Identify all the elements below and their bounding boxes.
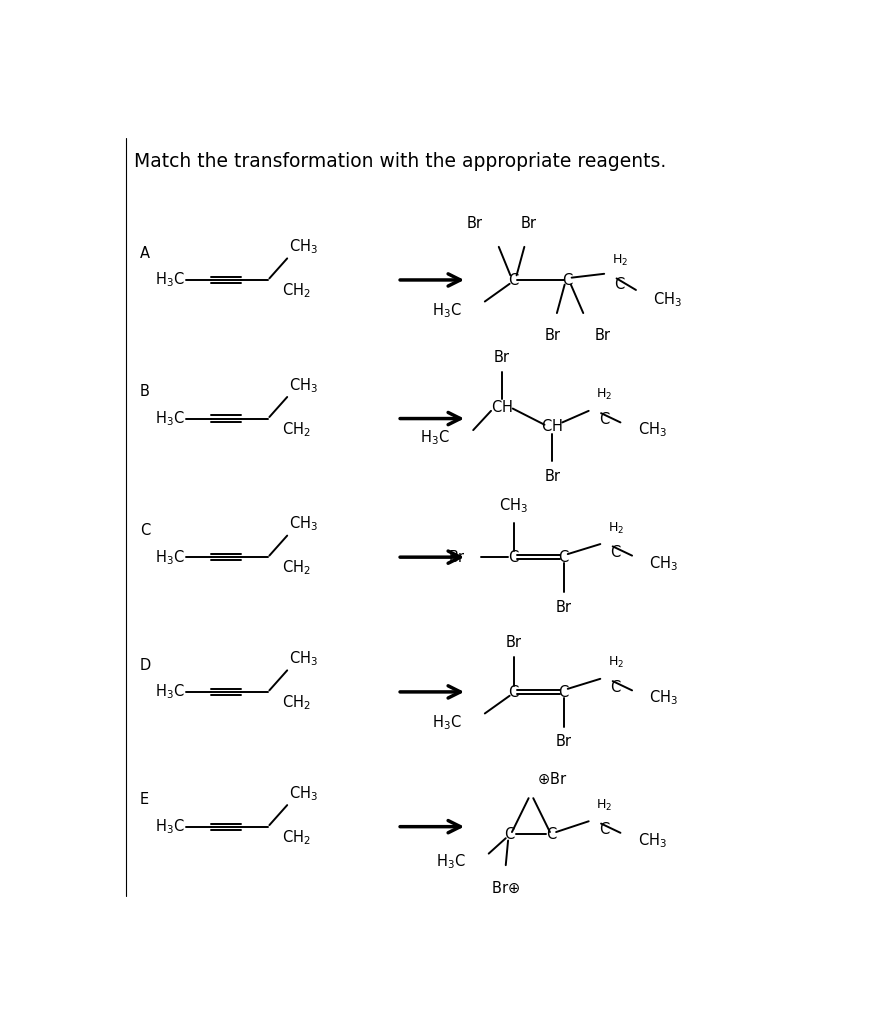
Text: A: A: [140, 246, 150, 261]
Text: $\mathsf{C}$: $\mathsf{C}$: [558, 684, 569, 700]
Text: $\mathsf{H_3C}$: $\mathsf{H_3C}$: [155, 270, 184, 290]
Text: $\mathsf{CH_3}$: $\mathsf{CH_3}$: [637, 831, 667, 850]
Text: $\mathsf{H_3C}$: $\mathsf{H_3C}$: [420, 428, 450, 447]
Text: $\mathsf{C}$: $\mathsf{C}$: [614, 276, 626, 292]
Text: Br: Br: [595, 329, 611, 343]
Text: $\mathsf{C}$: $\mathsf{C}$: [507, 272, 519, 288]
Text: Br: Br: [467, 216, 483, 231]
Text: Br: Br: [545, 469, 560, 483]
Text: $\mathsf{CH_3}$: $\mathsf{CH_3}$: [289, 515, 317, 534]
Text: $\mathsf{CH_3}$: $\mathsf{CH_3}$: [649, 689, 678, 708]
Text: B: B: [140, 384, 149, 399]
Text: $\mathsf{CH_2}$: $\mathsf{CH_2}$: [282, 420, 310, 439]
Text: $\mathsf{H_2}$: $\mathsf{H_2}$: [608, 655, 624, 671]
Text: $\mathsf{C}$: $\mathsf{C}$: [504, 826, 515, 843]
Text: $\mathsf{H_3C}$: $\mathsf{H_3C}$: [155, 683, 184, 701]
Text: $\mathsf{CH_2}$: $\mathsf{CH_2}$: [282, 693, 310, 712]
Text: $\mathsf{H_2}$: $\mathsf{H_2}$: [597, 798, 613, 813]
Text: Br: Br: [556, 599, 572, 614]
Text: $\mathsf{C}$: $\mathsf{C}$: [598, 411, 610, 427]
Text: Br: Br: [449, 550, 465, 564]
Text: $\mathsf{H_2}$: $\mathsf{H_2}$: [612, 253, 628, 267]
Text: $\mathsf{C}$: $\mathsf{C}$: [507, 549, 519, 565]
Text: $\mathsf{H_2}$: $\mathsf{H_2}$: [597, 387, 613, 402]
Text: $\mathsf{CH_3}$: $\mathsf{CH_3}$: [637, 421, 667, 439]
Text: $\mathsf{H_3C}$: $\mathsf{H_3C}$: [155, 817, 184, 836]
Text: $\mathsf{CH_3}$: $\mathsf{CH_3}$: [653, 290, 682, 308]
Text: $\mathsf{CH_2}$: $\mathsf{CH_2}$: [282, 828, 310, 847]
Text: D: D: [140, 657, 151, 673]
Text: Match the transformation with the appropriate reagents.: Match the transformation with the approp…: [133, 153, 666, 171]
Text: Br: Br: [506, 635, 522, 649]
Text: $\mathsf{Br}$$\mathsf{\oplus}$: $\mathsf{Br}$$\mathsf{\oplus}$: [492, 881, 520, 896]
Text: C: C: [140, 523, 150, 538]
Text: $\mathsf{CH_2}$: $\mathsf{CH_2}$: [282, 282, 310, 300]
Text: $\mathsf{C}$: $\mathsf{C}$: [546, 826, 558, 843]
Text: $\mathsf{CH_3}$: $\mathsf{CH_3}$: [499, 496, 528, 515]
Text: Br: Br: [556, 734, 572, 750]
Text: $\mathsf{H_3C}$: $\mathsf{H_3C}$: [155, 410, 184, 428]
Text: $\mathsf{CH_3}$: $\mathsf{CH_3}$: [289, 376, 317, 394]
Text: Br: Br: [545, 329, 560, 343]
Text: $\mathsf{\oplus}$Br: $\mathsf{\oplus}$Br: [537, 771, 568, 786]
Text: E: E: [140, 793, 149, 807]
Text: $\mathsf{H_3C}$: $\mathsf{H_3C}$: [436, 852, 466, 870]
Text: Br: Br: [494, 349, 510, 365]
Text: $\mathsf{C}$: $\mathsf{C}$: [598, 821, 610, 838]
Text: $\mathsf{CH}$: $\mathsf{CH}$: [541, 418, 563, 434]
Text: $\mathsf{CH}$: $\mathsf{CH}$: [491, 399, 513, 415]
Text: $\mathsf{C}$: $\mathsf{C}$: [610, 679, 621, 695]
Text: $\mathsf{H_3C}$: $\mathsf{H_3C}$: [155, 548, 184, 566]
Text: $\mathsf{CH_3}$: $\mathsf{CH_3}$: [649, 554, 678, 572]
Text: $\mathsf{CH_2}$: $\mathsf{CH_2}$: [282, 559, 310, 578]
Text: $\mathsf{C}$: $\mathsf{C}$: [507, 684, 519, 700]
Text: $\mathsf{CH_3}$: $\mathsf{CH_3}$: [289, 238, 317, 256]
Text: $\mathsf{C}$: $\mathsf{C}$: [562, 272, 574, 288]
Text: $\mathsf{H_3C}$: $\mathsf{H_3C}$: [432, 714, 461, 732]
Text: Br: Br: [521, 216, 537, 231]
Text: $\mathsf{CH_3}$: $\mathsf{CH_3}$: [289, 784, 317, 803]
Text: $\mathsf{H_3C}$: $\mathsf{H_3C}$: [432, 301, 461, 321]
Text: $\mathsf{CH_3}$: $\mathsf{CH_3}$: [289, 649, 317, 668]
Text: $\mathsf{H_2}$: $\mathsf{H_2}$: [608, 520, 624, 536]
Text: $\mathsf{C}$: $\mathsf{C}$: [610, 544, 621, 560]
Text: $\mathsf{C}$: $\mathsf{C}$: [558, 549, 569, 565]
